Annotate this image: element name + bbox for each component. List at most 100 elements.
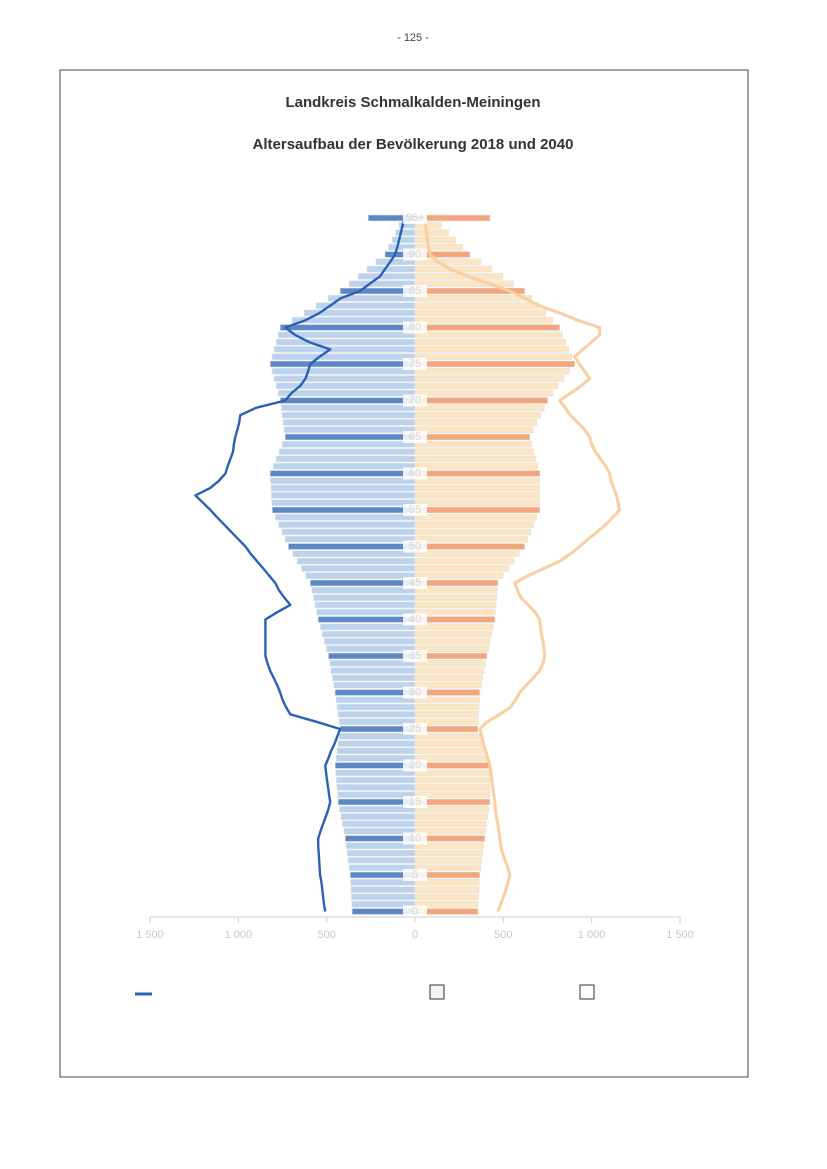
bar [414,346,569,353]
bar [414,448,535,455]
age-label-bg [403,285,427,297]
bar [414,324,560,331]
age-label-bg [403,431,427,443]
bar [414,462,539,470]
bar [284,433,416,441]
age-label-bg [403,248,427,261]
age-label: 45 [409,577,421,589]
age-label: 35 [409,650,421,662]
bar [414,550,520,558]
bar [275,338,416,346]
bar [414,484,541,492]
bar [337,740,416,747]
bar [414,528,532,536]
bar [414,638,491,645]
bar [272,462,416,470]
bar [414,900,479,908]
bar [414,375,565,382]
bar [395,229,416,236]
bar [336,776,416,784]
bar [414,331,563,339]
bar [330,667,416,674]
bar [342,820,416,828]
x-tick-label: 1 500 [136,929,164,941]
bar [414,886,480,893]
bar [414,878,480,886]
age-label: 20 [409,759,421,771]
bar [346,849,416,857]
bar [280,404,416,412]
bar [414,492,541,499]
x-tick-label: 500 [317,929,335,941]
bar [357,273,416,280]
bar [414,572,504,580]
age-label: 80 [409,321,421,333]
age-label: 0 [412,905,418,917]
bar [414,455,537,463]
bar [278,448,416,455]
bar [414,222,442,229]
age-label: 40 [409,613,421,625]
age-label: 15 [409,796,421,808]
bar [414,586,498,594]
x-tick-label: 500 [494,929,512,941]
bar [281,528,416,536]
bar [328,652,416,660]
bar [284,535,416,543]
bar [414,258,482,266]
bar [414,521,535,528]
bar [414,302,539,309]
bar [414,718,479,726]
bar [326,645,416,653]
bar [414,367,570,375]
bar [414,827,487,835]
bar [314,601,416,609]
bar [414,893,479,901]
age-label-bg [403,577,427,589]
bar [414,813,489,820]
age-label: 55 [409,504,421,516]
bar [273,346,416,353]
chart-subtitle: Altersaufbau der Bevölkerung 2018 und 20… [253,136,574,153]
bar [414,696,480,704]
age-label: 95+ [406,212,425,224]
bar [414,273,504,280]
bar [277,389,416,397]
bar [414,316,553,324]
bar [414,842,485,850]
bar [305,572,416,580]
legend [135,984,595,1000]
bar [296,557,416,565]
bar [316,608,416,616]
age-label-bg [403,394,427,407]
bar [279,324,416,331]
bar [414,433,531,441]
x-tick-label: 1 500 [666,929,694,941]
bar [271,506,416,514]
bar [414,579,499,587]
bar [347,857,416,864]
legend-box-swatch [429,984,445,1000]
bar [332,674,416,682]
age-label: 65 [409,431,421,443]
age-label-bg [403,540,427,553]
bar [391,236,416,244]
bar [414,623,494,631]
bar [271,499,416,507]
bar [414,747,486,755]
bar [336,784,416,791]
bar [414,353,573,361]
bar [336,747,416,755]
bar [414,397,548,404]
age-label: 30 [409,686,421,698]
bar [414,601,497,609]
bar [271,353,416,361]
bar [273,375,416,382]
bar [414,659,486,667]
bar [414,470,541,477]
bar [333,681,416,689]
x-tick-label: 1 000 [225,929,253,941]
bar [282,419,416,426]
bar [414,513,538,521]
